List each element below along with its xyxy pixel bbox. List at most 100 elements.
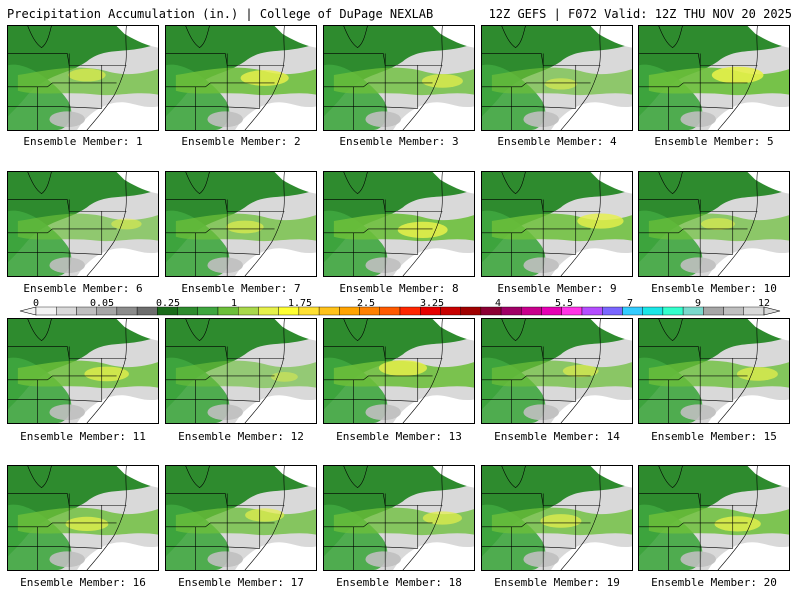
legend-swatch [379, 306, 401, 316]
dry-area [551, 248, 632, 276]
precip-maximum [245, 508, 285, 522]
ensemble-member-map [165, 171, 317, 277]
legend-swatch [460, 306, 482, 316]
legend-swatch [723, 306, 744, 316]
legend-tick-label: 9 [694, 298, 702, 309]
light-precip-area [49, 111, 85, 128]
boundary-line [343, 26, 368, 48]
precip-map-svg [482, 172, 632, 276]
boundary-line [86, 466, 127, 570]
dry-area [590, 319, 632, 341]
boundary-line [185, 26, 210, 48]
legend-swatch [662, 306, 684, 316]
dry-area [432, 26, 474, 48]
legend-tick-label: 2.5 [356, 298, 376, 309]
dry-area [235, 542, 316, 570]
light-precip-area [680, 404, 716, 421]
precip-map-svg [639, 466, 789, 570]
legend-swatch [56, 306, 77, 316]
boundary-line [482, 522, 591, 528]
dry-area [432, 319, 474, 341]
ensemble-member-caption: Ensemble Member: 16 [20, 576, 146, 589]
precip-maximum [84, 366, 129, 382]
ensemble-member-caption: Ensemble Member: 13 [336, 430, 462, 443]
ensemble-member-map [481, 25, 633, 131]
light-precip-area [680, 257, 716, 274]
boundary-line [324, 199, 443, 212]
legend-swatch [642, 306, 664, 316]
light-precip-area [365, 551, 401, 568]
boundary-line [324, 375, 433, 381]
boundary-line [27, 26, 52, 48]
boundary-line [639, 399, 733, 402]
precip-map-svg [166, 26, 316, 130]
ensemble-member-map [481, 318, 633, 424]
boundary-line [166, 346, 285, 359]
ensemble-member-map [323, 171, 475, 277]
boundary-line [8, 252, 102, 255]
boundary-line [8, 53, 127, 66]
precip-maximum [240, 70, 289, 86]
dry-area [235, 102, 316, 130]
ensemble-member-caption: Ensemble Member: 17 [178, 576, 304, 589]
boundary-line [402, 466, 443, 570]
ensemble-member-caption: Ensemble Member: 20 [651, 576, 777, 589]
legend-tick-label: 0 [32, 298, 40, 309]
dry-area [551, 395, 632, 423]
boundary-line [166, 228, 275, 234]
ensemble-member-caption: Ensemble Member: 14 [494, 430, 620, 443]
precip-area [639, 319, 789, 410]
ensemble-member-caption: Ensemble Member: 9 [497, 282, 617, 295]
dry-area [77, 395, 158, 423]
legend-swatch [399, 306, 421, 316]
boundary-line [482, 106, 576, 109]
boundary-line [658, 319, 683, 341]
boundary-line [185, 466, 210, 488]
precip-maximum [711, 66, 764, 84]
ensemble-member-map [323, 465, 475, 571]
precip-maximum [540, 514, 582, 528]
ensemble-member-map [7, 465, 159, 571]
legend-swatch [197, 306, 219, 316]
boundary-line [482, 346, 601, 359]
boundary-line [8, 199, 127, 212]
ensemble-member-caption: Ensemble Member: 15 [651, 430, 777, 443]
boundary-line [324, 252, 418, 255]
ensemble-member-map [323, 25, 475, 131]
boundary-line [166, 199, 285, 212]
precip-maximum [397, 221, 448, 238]
dry-area [77, 248, 158, 276]
ensemble-member-map [165, 465, 317, 571]
precip-area [324, 26, 474, 117]
dry-area [393, 395, 474, 423]
chart-title: Precipitation Accumulation (in.) | Colle… [7, 7, 434, 21]
precip-area [639, 466, 789, 557]
boundary-line [343, 319, 368, 341]
boundary-line [185, 319, 210, 341]
boundary-line [166, 252, 260, 255]
precip-area [482, 172, 632, 263]
light-precip-area [523, 404, 559, 421]
ensemble-member-map [7, 318, 159, 424]
ensemble-member-caption: Ensemble Member: 1 [23, 135, 143, 148]
boundary-line [639, 346, 758, 359]
ensemble-member-caption: Ensemble Member: 5 [654, 135, 774, 148]
dry-area [747, 172, 789, 194]
boundary-line [639, 228, 748, 234]
light-precip-area [680, 111, 716, 128]
boundary-line [717, 172, 758, 276]
boundary-line [8, 375, 117, 381]
legend-tick-label: 0.05 [89, 298, 115, 309]
legend-swatch [521, 306, 542, 316]
precip-maximum [544, 78, 578, 90]
boundary-line [244, 26, 285, 130]
precip-area [166, 172, 316, 263]
boundary-line [244, 319, 285, 423]
precip-maximum [422, 511, 463, 525]
precip-area [8, 319, 158, 410]
ensemble-member-map [165, 318, 317, 424]
precip-area [166, 319, 316, 410]
boundary-line [244, 466, 285, 570]
ensemble-member-map [481, 465, 633, 571]
precip-map-svg [166, 172, 316, 276]
